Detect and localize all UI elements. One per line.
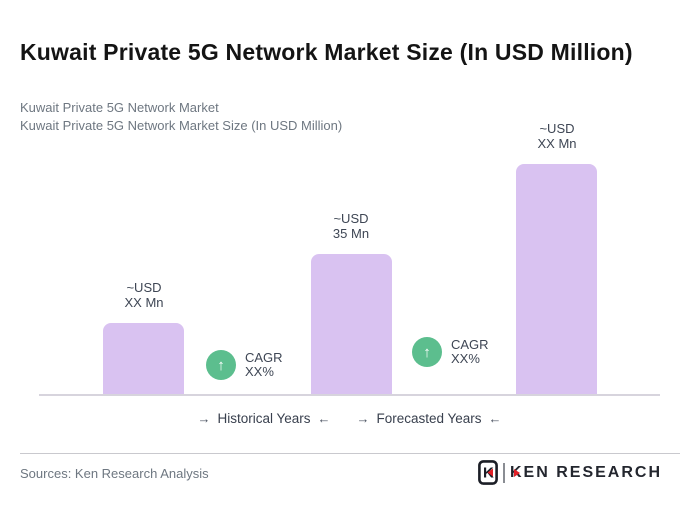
left-arrow-icon: ←	[317, 411, 331, 426]
logo-red-triangle-icon	[513, 468, 520, 477]
right-arrow-icon: →	[356, 411, 370, 426]
cagr-text: CAGR XX%	[245, 351, 283, 379]
bar-historical	[103, 323, 184, 394]
period-label-text: Historical Years	[217, 411, 311, 426]
bar-forecasted	[516, 164, 597, 394]
bar-value-line1: ~USD	[333, 211, 369, 226]
ken-research-emblem-icon: K	[478, 460, 498, 485]
bar-value-line2: XX Mn	[537, 135, 577, 151]
bar-value-line1: ~USD	[126, 280, 162, 295]
ken-research-logo: K KEN RESEARCH	[478, 460, 662, 485]
bar-value-line2: 35 Mn	[332, 225, 370, 241]
cagr-value: XX%	[451, 351, 480, 366]
logo-wordmark: KEN RESEARCH	[510, 464, 662, 482]
period-label-text: Forecasted Years	[376, 411, 482, 426]
chart-subtitle-market: Kuwait Private 5G Network Market	[20, 100, 219, 115]
logo-separator	[502, 462, 505, 483]
bar-value-line2: XX Mn	[124, 294, 164, 310]
left-arrow-icon: ←	[488, 411, 502, 426]
sources-text: Sources: Ken Research Analysis	[20, 466, 209, 481]
cagr-label: CAGR	[451, 337, 489, 352]
right-arrow-icon: →	[197, 411, 211, 426]
cagr-badge-historical: ↑ CAGR XX%	[206, 350, 283, 380]
x-axis-baseline	[39, 394, 660, 396]
logo-wordmark-text: KEN RESEARCH	[509, 463, 662, 481]
growth-up-arrow-icon: ↑	[206, 350, 236, 380]
historical-years-label: → Historical Years ←	[197, 411, 330, 426]
bar-chart: ~USD XX Mn ~USD 35 Mn ~USD XX Mn	[89, 121, 612, 394]
cagr-label: CAGR	[245, 350, 283, 365]
cagr-badge-forecasted: ↑ CAGR XX%	[412, 337, 489, 367]
bar-value-line1: ~USD	[539, 121, 575, 136]
bar-value-label: ~USD XX Mn	[502, 121, 612, 151]
bar-value-label: ~USD XX Mn	[89, 280, 199, 310]
chart-subtitle-market-size: Kuwait Private 5G Network Market Size (I…	[20, 118, 343, 133]
bar-value-label: ~USD 35 Mn	[296, 211, 406, 241]
growth-up-arrow-icon: ↑	[412, 337, 442, 367]
footer-divider	[20, 453, 680, 454]
bar-base-year	[311, 254, 392, 394]
cagr-text: CAGR XX%	[451, 338, 489, 366]
cagr-value: XX%	[245, 364, 274, 379]
up-arrow-glyph: ↑	[217, 356, 225, 374]
forecasted-years-label: → Forecasted Years ←	[356, 411, 501, 426]
page-title: Kuwait Private 5G Network Market Size (I…	[20, 39, 633, 66]
up-arrow-glyph: ↑	[423, 343, 431, 361]
